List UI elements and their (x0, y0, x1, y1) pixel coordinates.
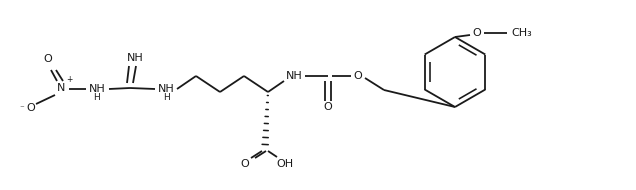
Text: +: + (66, 75, 73, 85)
Text: OH: OH (277, 159, 294, 169)
Text: H: H (93, 93, 100, 101)
Text: O: O (324, 102, 333, 112)
Text: CH₃: CH₃ (511, 28, 532, 38)
Text: O: O (27, 103, 36, 113)
Text: NH: NH (158, 84, 174, 94)
Text: NH: NH (286, 71, 302, 81)
Text: O: O (44, 54, 52, 64)
Text: H: H (163, 93, 169, 101)
Text: ⁻: ⁻ (20, 105, 24, 113)
Text: NH: NH (127, 53, 143, 63)
Text: O: O (240, 159, 249, 169)
Text: O: O (354, 71, 363, 81)
Text: N: N (57, 83, 65, 93)
Text: NH: NH (88, 84, 106, 94)
Text: O: O (473, 28, 481, 38)
